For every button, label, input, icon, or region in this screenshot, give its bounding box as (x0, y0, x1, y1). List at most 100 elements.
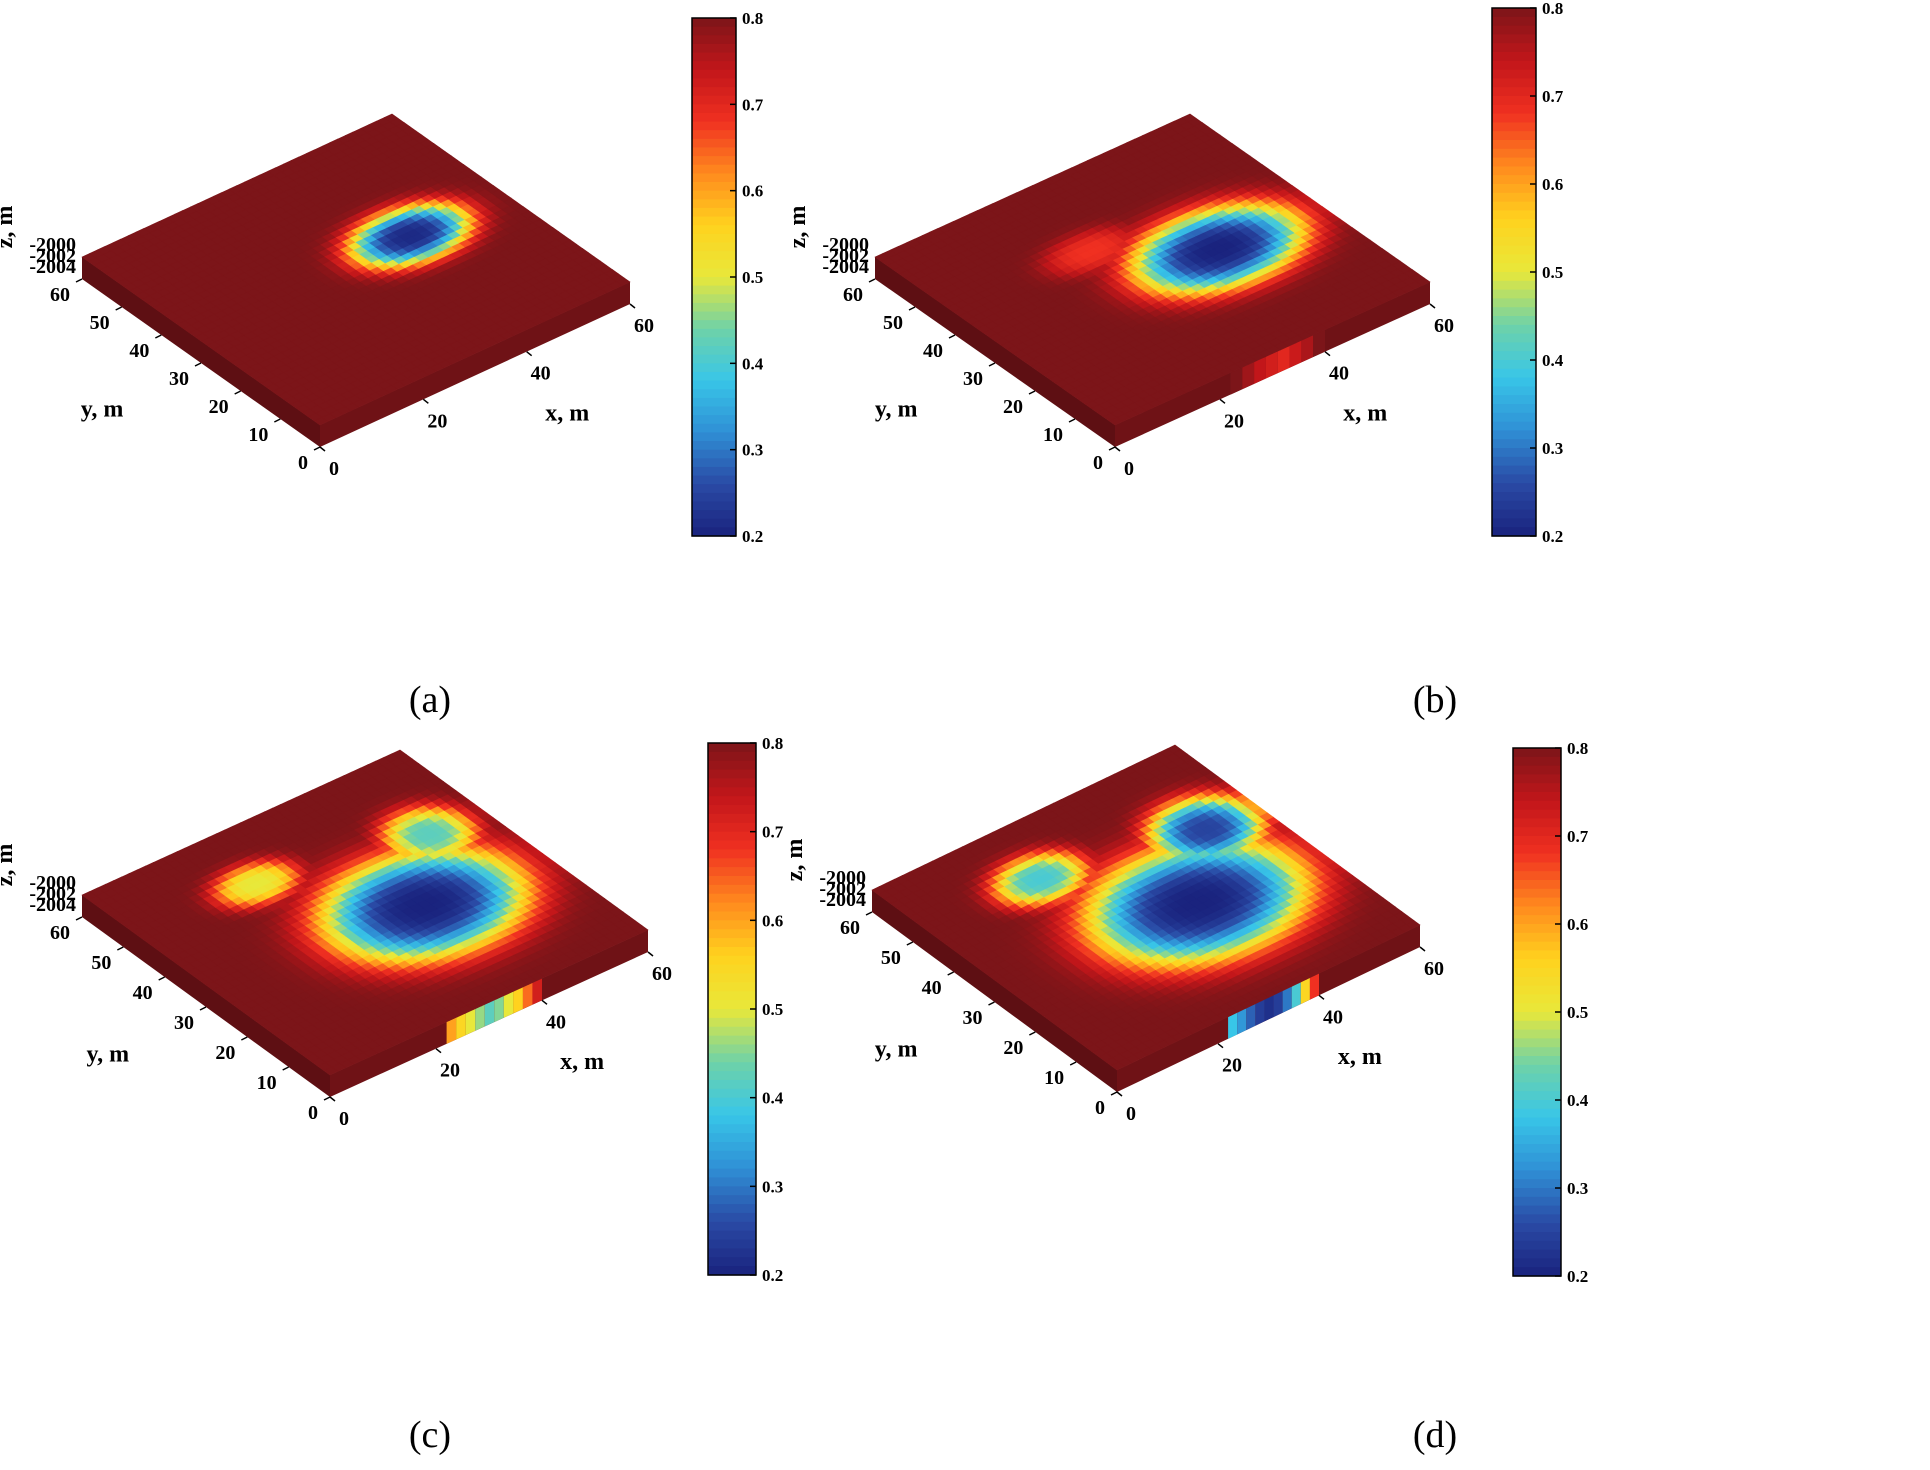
colorbar-segment (1492, 228, 1536, 238)
colorbar-segment (692, 527, 736, 537)
colorbar-segment (1492, 474, 1536, 484)
colorbar-segment (692, 389, 736, 399)
edge-strip-cell (1313, 329, 1325, 358)
colorbar-tick-label: 0.8 (1542, 0, 1563, 18)
colorbar-segment (692, 311, 736, 321)
y-tick-mark (273, 418, 281, 423)
z-tick-label: -2000 (29, 234, 76, 256)
y-axis-label: y, m (875, 396, 918, 422)
z-tick-label: -2000 (822, 234, 869, 256)
colorbar-segment (1492, 307, 1536, 317)
y-tick-mark (908, 306, 916, 311)
colorbar-tick-label: 0.5 (1542, 263, 1563, 282)
colorbar-segment (1492, 201, 1536, 211)
y-tick-label: 20 (1003, 396, 1023, 418)
colorbar-segment (692, 43, 736, 54)
colorbar-segment (692, 121, 736, 131)
colorbar-segment (692, 147, 736, 157)
colorbar-segment (1492, 272, 1536, 282)
colorbar-segment (692, 397, 736, 408)
y-tick-mark (234, 390, 242, 395)
colorbar-segment (1492, 16, 1536, 27)
colorbar-segment (1492, 527, 1536, 537)
colorbar-segment (692, 371, 736, 382)
colorbar-segment (1492, 175, 1536, 185)
colorbar-segment (692, 130, 736, 140)
colorbar-segment (1492, 166, 1536, 176)
slab-side-face (82, 895, 330, 1097)
colorbar-segment (692, 354, 736, 364)
x-axis-label: x, m (545, 400, 589, 426)
colorbar-segment (692, 18, 736, 28)
z-axis-label: z, m (0, 206, 18, 249)
edge-strip-cell (513, 987, 523, 1014)
x-tick-label: 40 (531, 363, 551, 385)
colorbar-segment (692, 328, 736, 339)
colorbar-segment (692, 156, 736, 166)
colorbar-tick-label: 0.7 (742, 95, 764, 114)
edge-strip-cell (446, 1017, 457, 1044)
edge-strip-cell (1265, 351, 1278, 379)
colorbar-tick-label: 0.2 (742, 527, 763, 546)
colorbar-segment (692, 501, 736, 511)
colorbar-segment (1492, 34, 1536, 44)
colorbar-segment (692, 363, 736, 373)
colorbar-segment (692, 475, 736, 485)
colorbar-segment (1492, 351, 1536, 361)
colorbar-segment (1492, 184, 1536, 194)
colorbar-segment (1492, 122, 1536, 132)
colorbar-segment (1492, 465, 1536, 475)
colorbar-segment (1492, 148, 1536, 159)
colorbar-segment (1492, 69, 1536, 79)
y-tick-label: 40 (923, 340, 943, 362)
colorbar-segment (1492, 368, 1536, 379)
colorbar-segment (1492, 509, 1536, 519)
colorbar-segment (1492, 439, 1536, 449)
colorbar-tick-label: 0.6 (1542, 175, 1563, 194)
colorbar-tick-label: 0.4 (742, 354, 764, 373)
colorbar-segment (692, 432, 736, 442)
colorbar-segment (1492, 263, 1536, 273)
x-tick-label: 20 (427, 410, 447, 432)
colorbar-segment (692, 277, 736, 287)
colorbar-segment (1492, 412, 1536, 423)
colorbar-tick-label: 0.7 (1542, 87, 1564, 106)
colorbar-segment (692, 207, 736, 218)
colorbar-segment (1492, 448, 1536, 458)
y-tick-label: 50 (883, 312, 903, 334)
z-tick-label: -2002 (29, 245, 76, 267)
colorbar-segment (692, 26, 736, 36)
colorbar-segment (692, 199, 736, 209)
edge-strip-cell (503, 991, 514, 1018)
colorbar-segment (692, 423, 736, 433)
edge-strip-cell (532, 978, 542, 1005)
z-tick-label: -2004 (822, 256, 869, 278)
colorbar-segment (692, 216, 736, 226)
colorbar-segment (692, 492, 736, 503)
colorbar-segment (692, 69, 736, 80)
x-tick-mark (1324, 351, 1331, 357)
x-tick-mark (629, 303, 636, 309)
x-axis-label: x, m (1343, 400, 1387, 426)
colorbar-segment (1492, 60, 1536, 71)
colorbar-segment (692, 190, 736, 200)
colorbar-segment (1492, 113, 1536, 123)
colorbar-segment (1492, 421, 1536, 431)
colorbar-segment (1492, 236, 1536, 247)
colorbar-segment (692, 78, 736, 88)
y-tick-label: 40 (129, 340, 149, 362)
x-tick-mark (1114, 446, 1121, 452)
colorbar-segment (1492, 52, 1536, 62)
colorbar-segment (692, 233, 736, 244)
colorbar-segment (692, 294, 736, 304)
colorbar-segment (1492, 78, 1536, 88)
y-tick-mark (1108, 446, 1116, 451)
colorbar-segment (692, 251, 736, 261)
colorbar-segment (692, 346, 736, 356)
colorbar-segment (1492, 289, 1536, 299)
colorbar-segment (692, 182, 736, 192)
colorbar-segment (692, 320, 736, 330)
